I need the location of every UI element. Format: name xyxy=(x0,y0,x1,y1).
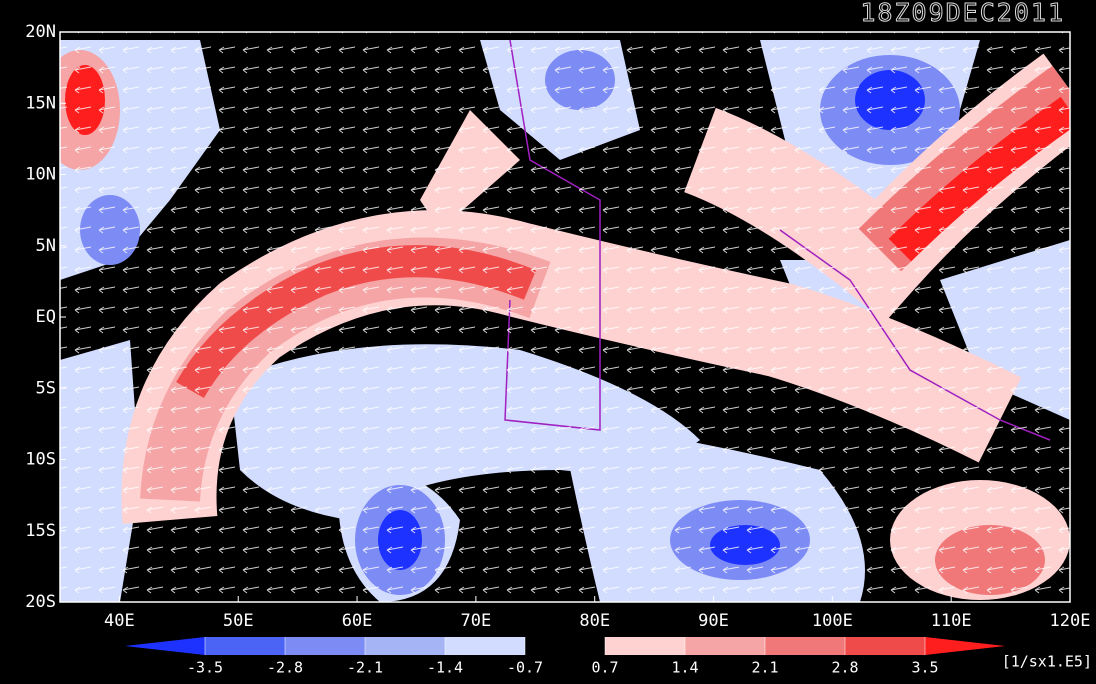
vorticity-field xyxy=(60,32,1070,602)
lat-tick-label: 10S xyxy=(25,450,56,470)
colorbar-segment xyxy=(285,637,365,655)
lon-tick-label: 100E xyxy=(812,611,853,631)
colorbar-label: -0.7 xyxy=(507,659,543,677)
colorbar-label: -1.4 xyxy=(427,659,463,677)
lat-tick-label: 15N xyxy=(25,93,56,113)
colorbar-label: 1.4 xyxy=(671,659,698,677)
lon-tick-label: 60E xyxy=(342,611,373,631)
map-title: 18Z09DEC2011 xyxy=(860,0,1065,27)
lon-tick-label: 110E xyxy=(931,611,972,631)
lon-tick-label: 90E xyxy=(698,611,729,631)
colorbar-segment xyxy=(525,637,605,655)
colorbar-arrow xyxy=(125,637,205,655)
colorbar-label: 0.7 xyxy=(591,659,618,677)
colorbar-label: 2.8 xyxy=(831,659,858,677)
lon-tick-label: 120E xyxy=(1050,611,1091,631)
colorbar-label: -3.5 xyxy=(187,659,223,677)
lat-tick-label: 20N xyxy=(25,22,56,42)
colorbar-segment xyxy=(845,637,925,655)
colorbar-label: 3.5 xyxy=(911,659,938,677)
colorbar-label: -2.8 xyxy=(267,659,303,677)
colorbar-label: -2.1 xyxy=(347,659,383,677)
lat-tick-label: 5N xyxy=(36,236,56,256)
lon-tick-label: 70E xyxy=(461,611,492,631)
lat-tick-label: EQ xyxy=(36,307,56,327)
colorbar-segment xyxy=(765,637,845,655)
colorbar-label: 2.1 xyxy=(751,659,778,677)
lon-tick-label: 40E xyxy=(104,611,135,631)
lat-tick-label: 5S xyxy=(36,378,56,398)
lat-tick-label: 10N xyxy=(25,165,56,185)
colorbar-segment xyxy=(205,637,285,655)
colorbar-unit: [1/sx1.E5] xyxy=(1002,653,1092,671)
lat-tick-label: 20S xyxy=(25,592,56,612)
colorbar-segment xyxy=(605,637,685,655)
lon-tick-label: 50E xyxy=(223,611,254,631)
colorbar-segment xyxy=(365,637,445,655)
colorbar-segment xyxy=(445,637,525,655)
colorbar-arrow xyxy=(925,637,1005,655)
colorbar-segment xyxy=(685,637,765,655)
lon-tick-label: 80E xyxy=(579,611,610,631)
lat-tick-label: 15S xyxy=(25,521,56,541)
